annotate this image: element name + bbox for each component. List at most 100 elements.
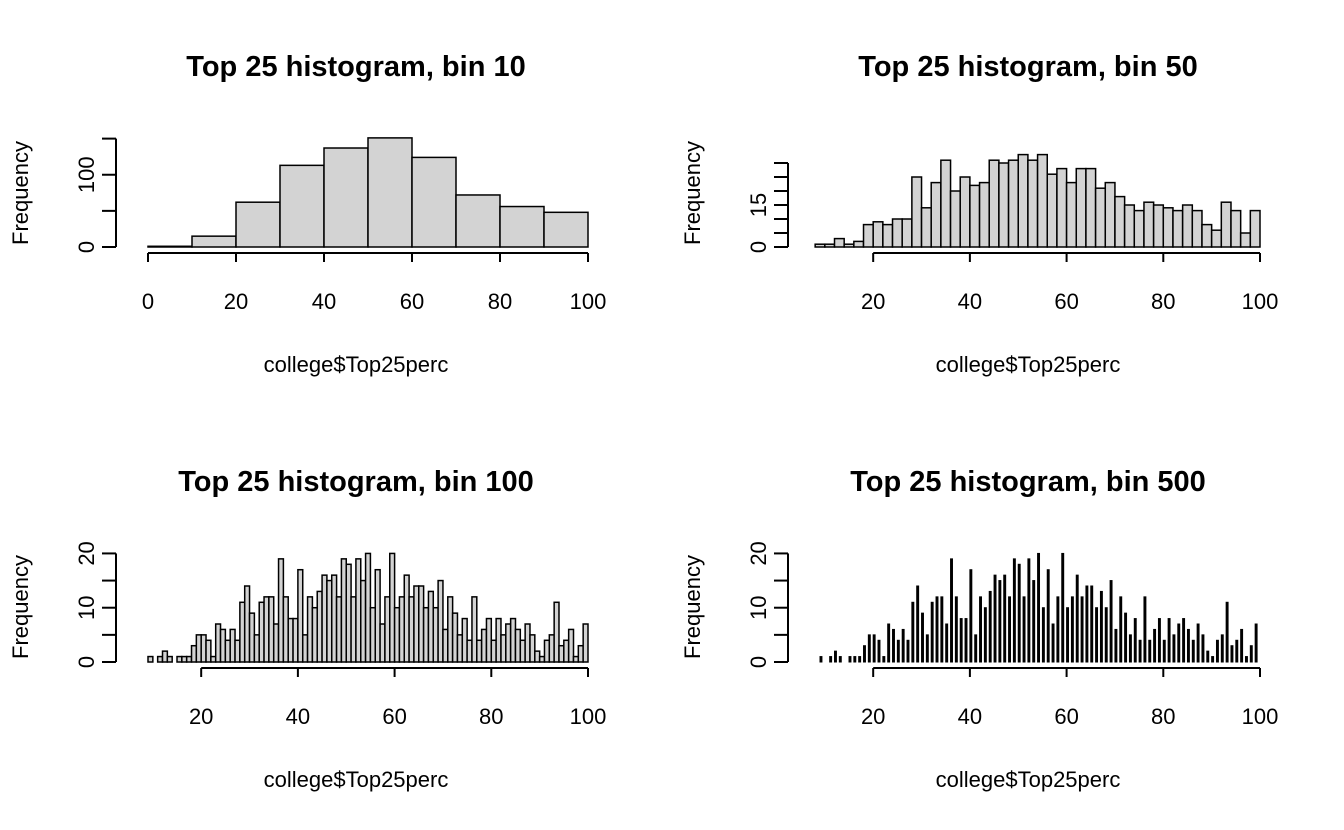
histogram-panel: 20 40 60 80 100 0 10 20 Top 25 histogram, bin 50… xyxy=(680,466,1278,792)
histogram-bar xyxy=(901,628,905,663)
histogram-bar xyxy=(147,245,193,248)
histogram-bar xyxy=(935,596,939,663)
histogram-bar xyxy=(367,137,413,248)
histogram-bar xyxy=(993,574,997,663)
histogram-bar xyxy=(1181,204,1194,248)
histogram-bar xyxy=(1032,580,1036,663)
histogram-bar xyxy=(1220,201,1232,248)
y-tick-label: 0 xyxy=(746,241,771,253)
histogram-bar xyxy=(1036,153,1048,248)
x-tick-label: 100 xyxy=(570,704,607,729)
histogram-bar xyxy=(297,568,304,663)
histogram-bar xyxy=(1123,204,1136,248)
histogram-bar xyxy=(1022,596,1026,663)
histogram-bar xyxy=(843,243,855,248)
histogram-bar xyxy=(921,612,924,663)
histogram-bar xyxy=(1104,607,1108,663)
x-tick-label: 40 xyxy=(958,704,982,729)
histogram-bar xyxy=(940,159,952,248)
histogram-bar xyxy=(1095,607,1099,663)
histogram-bar xyxy=(1104,181,1116,248)
histogram-bar xyxy=(978,181,990,248)
histogram-bar xyxy=(1075,574,1079,663)
histogram-bar xyxy=(969,569,973,663)
histogram-bar xyxy=(911,176,923,248)
x-axis-label: college$Top25perc xyxy=(936,767,1121,792)
histogram-bar xyxy=(455,194,501,248)
histogram-bar xyxy=(872,221,884,248)
histogram-bar xyxy=(1007,159,1019,248)
histogram-bar xyxy=(863,645,866,663)
histogram-bar xyxy=(824,243,836,248)
y-tick-label: 0 xyxy=(74,656,99,668)
x-axis-label: college$Top25perc xyxy=(264,767,449,792)
x-tick-label: 80 xyxy=(1151,289,1175,314)
histogram-bar xyxy=(1172,634,1176,663)
histogram-bar xyxy=(1041,607,1045,663)
histogram-bar xyxy=(819,656,823,663)
histogram-bar xyxy=(1210,229,1223,248)
y-tick-label: 100 xyxy=(74,156,99,193)
histogram-bar xyxy=(940,596,944,663)
histogram-bar xyxy=(1143,596,1147,663)
histogram-bar xyxy=(191,235,237,248)
histogram-bar xyxy=(411,156,457,248)
histogram-panel: 20 40 60 80 100 0 10 20 Top 25 histogram, bin 10… xyxy=(8,466,606,792)
histogram-bar xyxy=(950,558,953,663)
x-tick-label: 100 xyxy=(1242,289,1279,314)
y-tick-label: 10 xyxy=(746,595,771,619)
y-axis-label: Frequency xyxy=(8,555,33,659)
x-axis-label: college$Top25perc xyxy=(264,352,449,377)
histogram-bar xyxy=(988,590,992,663)
histogram-bar xyxy=(949,190,961,248)
y-tick-label: 0 xyxy=(74,241,99,253)
x-tick-label: 20 xyxy=(224,289,248,314)
chart-title: Top 25 histogram, bin 100 xyxy=(178,466,534,498)
histogram-bar xyxy=(1012,558,1016,663)
histogram-bar xyxy=(1099,590,1103,663)
histogram-bar xyxy=(983,607,987,663)
x-tick-label: 80 xyxy=(1151,704,1175,729)
histogram-bar xyxy=(891,218,903,248)
histogram-bar xyxy=(930,181,942,248)
histogram-bar xyxy=(279,164,325,248)
x-tick-label: 20 xyxy=(861,289,885,314)
x-tick-label: 0 xyxy=(142,289,154,314)
histogram-bar xyxy=(205,639,212,663)
histogram-bar xyxy=(1177,623,1181,663)
histogram-bar xyxy=(1046,569,1050,663)
y-tick-label: 15 xyxy=(746,193,771,217)
histogram-bar xyxy=(988,159,1000,248)
histogram-panel: 20 40 60 80 100 0 15 Top 25 histogram, bin 50 co… xyxy=(680,51,1278,377)
histogram-bar xyxy=(882,656,886,663)
histogram-bar xyxy=(1240,628,1244,663)
histogram-bar xyxy=(853,240,865,248)
histogram-bar xyxy=(1003,574,1007,663)
histogram-bar xyxy=(1046,173,1058,248)
histogram-bar xyxy=(1075,167,1087,248)
histogram-bar xyxy=(1051,623,1055,663)
x-tick-label: 40 xyxy=(312,289,336,314)
histogram-bar xyxy=(1124,612,1128,663)
histogram-bar xyxy=(543,211,589,248)
histogram-bar xyxy=(1220,634,1224,663)
histogram-bar xyxy=(1070,596,1074,663)
histogram-bar xyxy=(814,243,826,248)
x-tick-label: 60 xyxy=(382,704,406,729)
histogram-bar xyxy=(1128,634,1132,663)
histogram-bar xyxy=(858,656,862,663)
histogram-bar xyxy=(471,596,478,663)
histogram-bar xyxy=(1157,618,1161,663)
histogram-bar xyxy=(1138,639,1142,663)
histogram-bar xyxy=(374,568,381,663)
x-tick-label: 60 xyxy=(1054,704,1078,729)
histogram-bar xyxy=(1186,628,1190,663)
histogram-bar xyxy=(1211,656,1215,663)
histogram-bar xyxy=(1239,232,1252,248)
histogram-bar xyxy=(1201,634,1205,663)
x-tick-label: 40 xyxy=(958,289,982,314)
histogram-bar xyxy=(911,601,915,663)
histogram-bar xyxy=(838,656,842,663)
histogram-bar xyxy=(567,628,575,663)
